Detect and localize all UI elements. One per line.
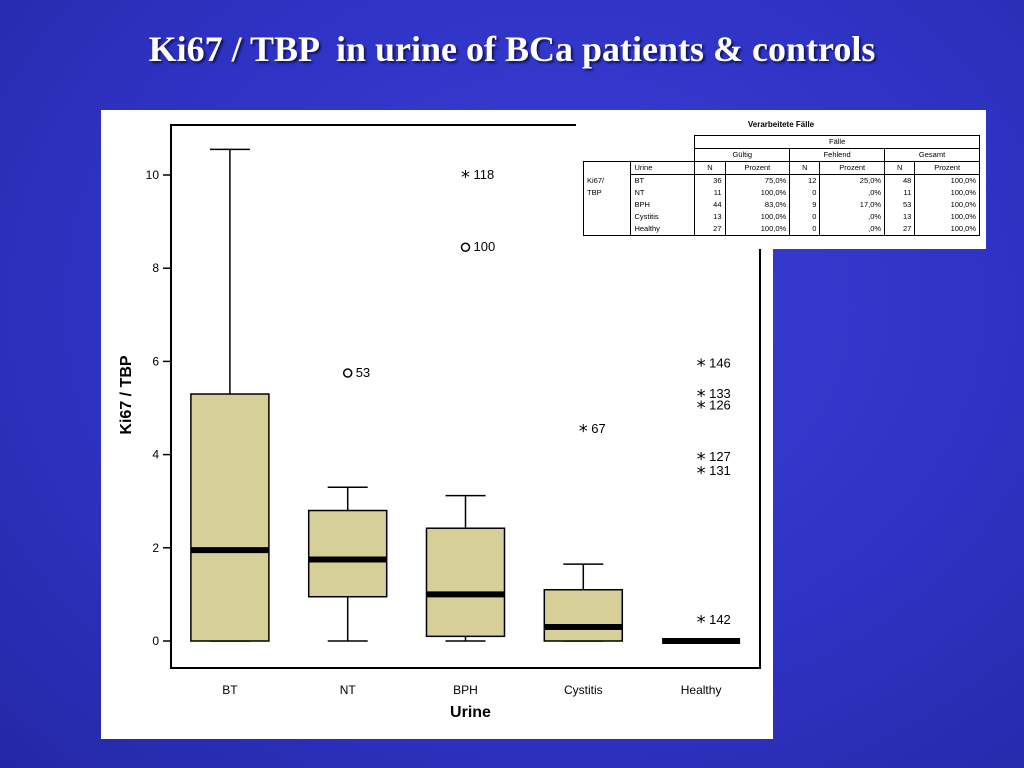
outlier-label: 67 bbox=[591, 421, 605, 436]
cell: 27 bbox=[694, 223, 725, 236]
var-header: Urine bbox=[630, 161, 695, 175]
outlier-label: 126 bbox=[709, 398, 731, 413]
cell: 100,0% bbox=[914, 199, 980, 211]
cell: 36 bbox=[694, 174, 725, 187]
cell: 11 bbox=[694, 187, 725, 199]
outlier-label: 100 bbox=[474, 239, 496, 254]
col-header: N bbox=[694, 161, 725, 175]
x-tick-label: BT bbox=[222, 683, 238, 697]
cell: 27 bbox=[884, 223, 915, 236]
cell: 48 bbox=[884, 174, 915, 187]
cell: 44 bbox=[694, 199, 725, 211]
cell: 100,0% bbox=[724, 223, 790, 236]
y-tick-label: 8 bbox=[152, 261, 159, 275]
row-label: Cystitis bbox=[630, 211, 695, 223]
outlier-label: 133 bbox=[709, 386, 731, 401]
outlier-label: 131 bbox=[709, 463, 731, 478]
box bbox=[307, 509, 388, 598]
outlier-label: 118 bbox=[474, 167, 495, 182]
cell: 100,0% bbox=[914, 187, 980, 199]
extreme-marker: * bbox=[697, 612, 706, 633]
y-tick-label: 6 bbox=[152, 354, 159, 368]
cell: ,0% bbox=[819, 211, 885, 223]
y-tick-label: 0 bbox=[152, 634, 159, 648]
case-summary-panel: Verarbeitete Fälle Fälle Gültig Fehlend … bbox=[576, 110, 986, 249]
cell: 17,0% bbox=[819, 199, 885, 211]
cell: 100,0% bbox=[914, 211, 980, 223]
extreme-marker: * bbox=[697, 463, 706, 484]
plot-frame bbox=[170, 124, 761, 669]
row-label: BT bbox=[630, 174, 695, 187]
outlier-label: 142 bbox=[709, 612, 731, 627]
cell: 13 bbox=[694, 211, 725, 223]
row-var-label: Ki67/ bbox=[582, 174, 631, 187]
col-header: Prozent bbox=[724, 161, 790, 175]
subheader-valid: Gültig bbox=[694, 148, 790, 162]
row-label: NT bbox=[630, 187, 695, 199]
x-tick-label: Cystitis bbox=[564, 683, 603, 697]
table-row: Healthy 27 100,0% 0 ,0% 27 100,0% bbox=[582, 223, 980, 236]
cell: 13 bbox=[884, 211, 915, 223]
cell: 100,0% bbox=[724, 187, 790, 199]
cell: 100,0% bbox=[914, 223, 980, 236]
extreme-marker: * bbox=[697, 449, 706, 470]
y-tick-label: 10 bbox=[146, 168, 160, 182]
cell: 25,0% bbox=[819, 174, 885, 187]
col-header: Prozent bbox=[914, 161, 980, 175]
extreme-marker: * bbox=[697, 386, 706, 407]
cell: 0 bbox=[789, 211, 820, 223]
extreme-marker: * bbox=[579, 421, 588, 442]
outlier-label: 127 bbox=[709, 449, 731, 464]
cell: ,0% bbox=[819, 223, 885, 236]
x-tick-label: BPH bbox=[453, 683, 478, 697]
outlier-marker bbox=[460, 242, 471, 252]
group-header: Fälle bbox=[694, 135, 980, 149]
box bbox=[425, 527, 506, 638]
col-header: Prozent bbox=[819, 161, 885, 175]
case-table-title: Verarbeitete Fälle bbox=[747, 120, 815, 129]
cell: 9 bbox=[789, 199, 820, 211]
outlier-marker bbox=[342, 368, 353, 378]
cell: 100,0% bbox=[724, 211, 790, 223]
cell: 83,0% bbox=[724, 199, 790, 211]
x-tick-label: NT bbox=[340, 683, 357, 697]
row-label: Healthy bbox=[630, 223, 695, 236]
cell: 100,0% bbox=[914, 174, 980, 187]
extreme-marker: * bbox=[461, 167, 470, 188]
x-axis-label: Urine bbox=[450, 704, 491, 721]
outlier-label: 146 bbox=[709, 356, 731, 371]
y-axis-label: Ki67 / TBP bbox=[118, 355, 135, 434]
col-header: N bbox=[884, 161, 915, 175]
cell: 53 bbox=[884, 199, 915, 211]
row-var-label: TBP bbox=[582, 187, 631, 199]
outlier-label: 53 bbox=[356, 365, 370, 380]
cell: 12 bbox=[789, 174, 820, 187]
extreme-marker: * bbox=[697, 398, 706, 419]
x-tick-label: Healthy bbox=[681, 683, 722, 697]
box bbox=[190, 393, 270, 642]
table-row: Cystitis 13 100,0% 0 ,0% 13 100,0% bbox=[582, 211, 980, 223]
cell: 75,0% bbox=[724, 174, 790, 187]
box bbox=[543, 588, 624, 642]
case-summary-table: Fälle Gültig Fehlend Gesamt Urine N Proz… bbox=[582, 135, 980, 236]
extreme-marker: * bbox=[697, 356, 706, 377]
cell: 11 bbox=[884, 187, 915, 199]
row-label: BPH bbox=[630, 199, 695, 211]
cell: ,0% bbox=[819, 187, 885, 199]
cell: 0 bbox=[789, 223, 820, 236]
table-row: TBP NT 11 100,0% 0 ,0% 11 100,0% bbox=[582, 187, 980, 199]
col-header: N bbox=[789, 161, 820, 175]
subheader-missing: Fehlend bbox=[789, 148, 885, 162]
table-row: BPH 44 83,0% 9 17,0% 53 100,0% bbox=[582, 199, 980, 211]
table-row: Ki67/ BT 36 75,0% 12 25,0% 48 100,0% bbox=[582, 174, 980, 187]
slide-title: Ki67 / TBP in urine of BCa patients & co… bbox=[148, 29, 876, 69]
cell: 0 bbox=[789, 187, 820, 199]
y-tick-label: 2 bbox=[152, 541, 159, 555]
subheader-total: Gesamt bbox=[884, 148, 980, 162]
y-tick-label: 4 bbox=[152, 448, 159, 462]
